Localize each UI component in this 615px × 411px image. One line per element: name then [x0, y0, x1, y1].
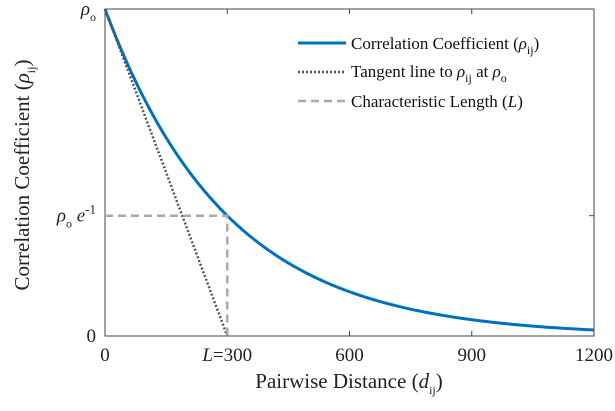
series-line-1 [103, 8, 229, 337]
tick-labels: 0 L=300 600 900 1200 0 ρo e-1 ρo [56, 0, 613, 366]
series-line-2 [105, 214, 229, 336]
legend-label-characteristic: Characteristic Length (L) [351, 92, 523, 111]
ticks [104, 8, 595, 337]
x-axis-label: Pairwise Distance (dij) [255, 369, 442, 397]
y-tick-label: 0 [87, 326, 97, 347]
x-tick-label: 0 [100, 345, 110, 366]
legend-label-tangent: Tangent line to ρij at ρo [351, 62, 507, 85]
series-line-0 [103, 8, 595, 332]
legend-label-correlation: Correlation Coefficient (ρij) [351, 34, 539, 57]
x-tick-label: 600 [335, 345, 364, 366]
series-layer [103, 8, 595, 337]
axes-box [104, 8, 595, 337]
x-tick-label: 1200 [575, 345, 613, 366]
y-axis-label: Correlation Coefficient (ρij) [10, 60, 38, 291]
x-tick-label: 900 [458, 345, 487, 366]
y-tick-label: ρo [80, 0, 96, 24]
x-tick-label: L=300 [201, 345, 252, 366]
legend: Correlation Coefficient (ρij) Tangent li… [298, 34, 539, 111]
y-tick-label: ρo e-1 [56, 202, 96, 231]
